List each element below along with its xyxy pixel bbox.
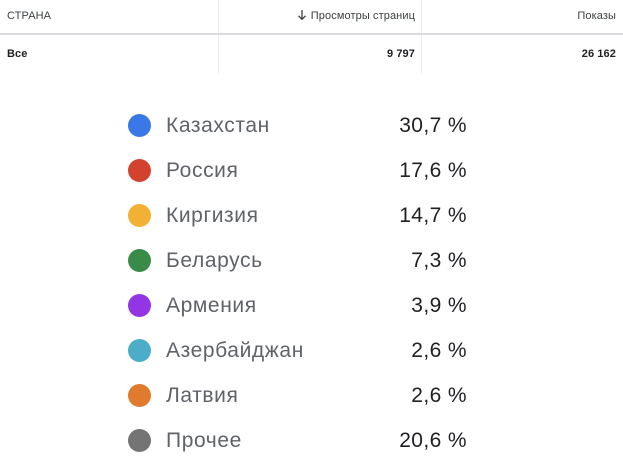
legend-item-azerbaijan: Азербайджан 2,6 %: [128, 328, 473, 373]
legend-label: Беларусь: [166, 248, 263, 272]
legend-color-dot: [128, 339, 151, 362]
legend-label: Латвия: [166, 383, 239, 407]
column-header-impressions-label: Показы: [577, 10, 616, 22]
legend-color-dot: [128, 204, 151, 227]
legend-item-russia: Россия 17,6 %: [128, 148, 473, 193]
legend-color-dot: [128, 429, 151, 452]
total-views-cell: 9 797: [218, 35, 421, 73]
legend-color-dot: [128, 159, 151, 182]
legend-label: Армения: [166, 293, 257, 317]
legend-item-other: Прочее 20,6 %: [128, 418, 473, 463]
legend-label: Киргизия: [166, 203, 259, 227]
legend-value: 2,6 %: [411, 338, 467, 362]
legend-label: Казахстан: [166, 113, 270, 137]
legend-value: 17,6 %: [399, 158, 467, 182]
total-impressions-value: 26 162: [581, 48, 616, 60]
total-country-cell: Все: [0, 35, 218, 73]
legend-item-latvia: Латвия 2,6 %: [128, 373, 473, 418]
column-header-impressions[interactable]: Показы: [421, 0, 623, 33]
legend-value: 7,3 %: [411, 248, 467, 272]
column-header-views-label: Просмотры страниц: [310, 10, 415, 22]
legend-item-kyrgyzstan: Киргизия 14,7 %: [128, 193, 473, 238]
legend-color-dot: [128, 249, 151, 272]
arrow-down-icon: [297, 9, 307, 21]
legend-value: 30,7 %: [399, 113, 467, 137]
legend-color-dot: [128, 294, 151, 317]
legend-label: Прочее: [166, 428, 242, 452]
table-row-total: Все 9 797 26 162: [0, 35, 623, 73]
country-table: СТРАНА Просмотры страниц Показы Все 9 79…: [0, 0, 623, 73]
legend-item-belarus: Беларусь 7,3 %: [128, 238, 473, 283]
column-header-views[interactable]: Просмотры страниц: [218, 0, 421, 33]
legend-value: 3,9 %: [411, 293, 467, 317]
legend-label: Россия: [166, 158, 239, 182]
total-views-value: 9 797: [386, 48, 415, 60]
country-legend: Казахстан 30,7 % Россия 17,6 % Киргизия …: [128, 103, 473, 463]
legend-label: Азербайджан: [166, 338, 304, 362]
column-header-country-label: СТРАНА: [7, 10, 52, 22]
legend-color-dot: [128, 384, 151, 407]
total-impressions-cell: 26 162: [421, 35, 623, 73]
table-header: СТРАНА Просмотры страниц Показы: [0, 0, 623, 35]
column-header-country[interactable]: СТРАНА: [0, 0, 218, 33]
legend-value: 20,6 %: [399, 428, 467, 452]
legend-value: 14,7 %: [399, 203, 467, 227]
legend-item-armenia: Армения 3,9 %: [128, 283, 473, 328]
legend-value: 2,6 %: [411, 383, 467, 407]
legend-color-dot: [128, 114, 151, 137]
total-country-label: Все: [7, 48, 28, 60]
legend-item-kazakhstan: Казахстан 30,7 %: [128, 103, 473, 148]
